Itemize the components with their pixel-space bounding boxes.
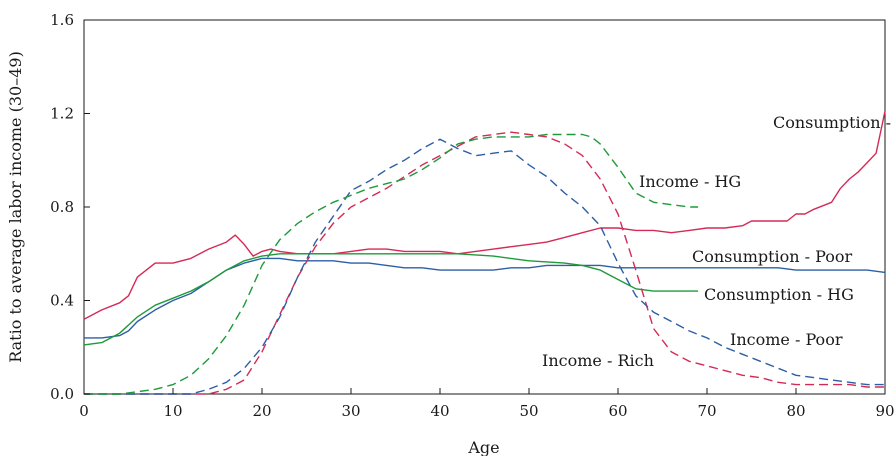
- x-tick-label: 70: [697, 402, 716, 420]
- series-line-consumption-rich: [83, 111, 886, 320]
- y-tick-label: 0.4: [50, 292, 74, 310]
- series-line-income-rich: [84, 131, 885, 395]
- label-consumption-hg: Consumption - HG: [704, 285, 854, 304]
- label-consumption-poor: Consumption - Poor: [692, 247, 853, 266]
- y-tick-label: 1.6: [50, 11, 74, 29]
- y-tick-label: 0.0: [50, 385, 74, 403]
- x-tick-label: 10: [163, 402, 182, 420]
- x-tick-label: 0: [79, 402, 89, 420]
- x-tick-label: 60: [608, 402, 627, 420]
- series-labels: Consumption - Rich Consumption - Poor Co…: [542, 113, 896, 370]
- x-tick-label: 90: [875, 402, 894, 420]
- x-tick-label: 30: [341, 402, 360, 420]
- series-line-income-poor: [84, 138, 885, 395]
- x-tick-label: 80: [786, 402, 805, 420]
- y-tick-label: 1.2: [50, 105, 74, 123]
- y-axis-label: Ratio to average labor income (30–49): [6, 51, 25, 363]
- y-axis: 0.0 0.4 0.8 1.2 1.6: [50, 11, 90, 403]
- label-income-rich: Income - Rich: [542, 351, 654, 370]
- series-line-consumption-hg: [83, 253, 699, 346]
- x-tick-label: 50: [519, 402, 538, 420]
- series-lines: [83, 111, 886, 395]
- x-tick-label: 20: [252, 402, 271, 420]
- x-axis: 0 10 20 30 40 50 60 70 80 90: [79, 388, 895, 420]
- plot-area: [83, 19, 886, 395]
- y-tick-label: 0.8: [50, 198, 74, 216]
- series-line-consumption-poor: [84, 257, 886, 339]
- label-consumption-rich: Consumption - Rich: [773, 113, 896, 132]
- x-tick-label: 40: [430, 402, 449, 420]
- label-income-poor: Income - Poor: [730, 330, 843, 349]
- x-axis-label: Age: [467, 438, 499, 456]
- series-line-income-hg: [84, 133, 699, 395]
- label-income-hg: Income - HG: [639, 172, 741, 191]
